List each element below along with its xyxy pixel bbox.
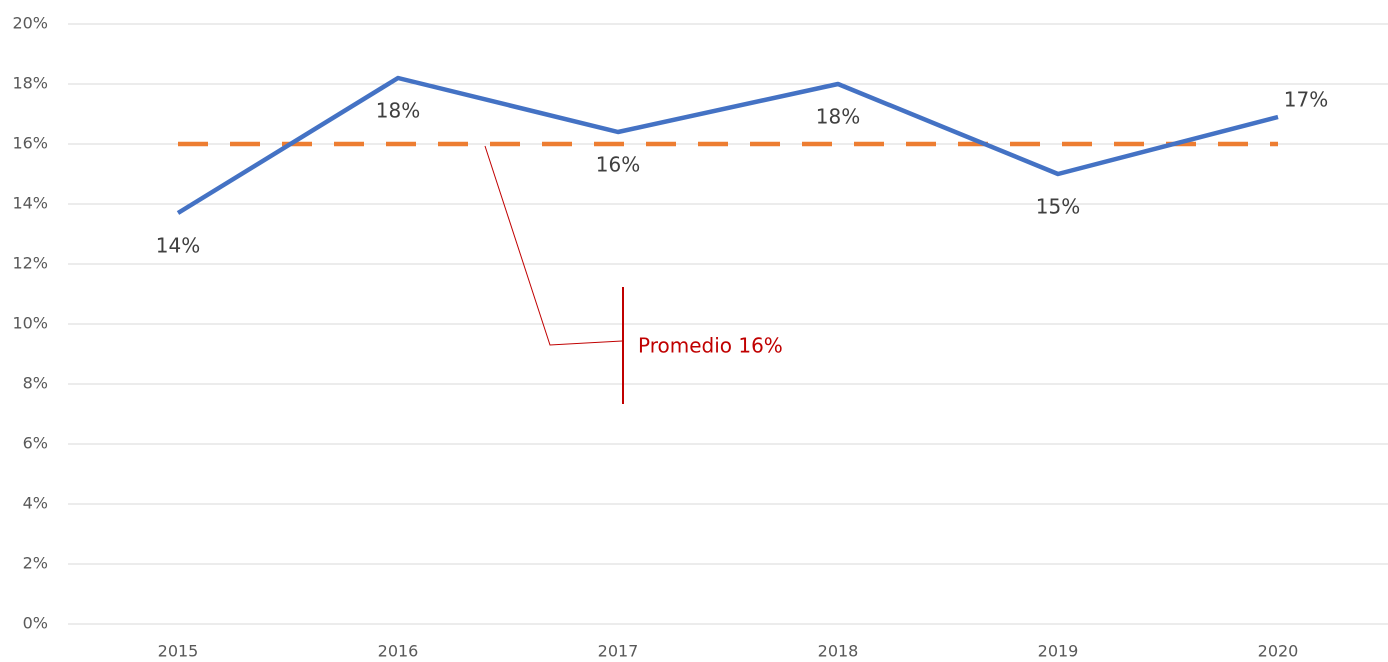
y-tick-label: 20%: [12, 14, 48, 33]
annotation-text: Promedio 16%: [638, 334, 783, 358]
data-label: 18%: [816, 105, 860, 129]
y-tick-label: 12%: [12, 254, 48, 273]
data-label: 17%: [1284, 88, 1328, 112]
data-label: 14%: [156, 234, 200, 258]
series-line: [176, 75, 1279, 215]
x-tick-label: 2015: [158, 642, 199, 661]
y-tick-label: 4%: [23, 494, 48, 513]
y-tick-label: 6%: [23, 434, 48, 453]
data-label: 18%: [376, 99, 420, 123]
x-tick-label: 2020: [1258, 642, 1299, 661]
x-tick-label: 2018: [818, 642, 859, 661]
y-tick-label: 0%: [23, 614, 48, 633]
x-tick-label: 2017: [598, 642, 639, 661]
annotation-leader: [484, 145, 623, 346]
x-tick-label: 2016: [378, 642, 419, 661]
x-tick-label: 2019: [1038, 642, 1079, 661]
y-tick-label: 2%: [23, 554, 48, 573]
annotation: Promedio 16%: [484, 145, 783, 404]
y-tick-label: 16%: [12, 134, 48, 153]
y-tick-label: 18%: [12, 74, 48, 93]
y-tick-label: 14%: [12, 194, 48, 213]
y-tick-label: 10%: [12, 314, 48, 333]
y-tick-label: 8%: [23, 374, 48, 393]
data-label: 16%: [596, 153, 640, 177]
data-label: 15%: [1036, 195, 1080, 219]
